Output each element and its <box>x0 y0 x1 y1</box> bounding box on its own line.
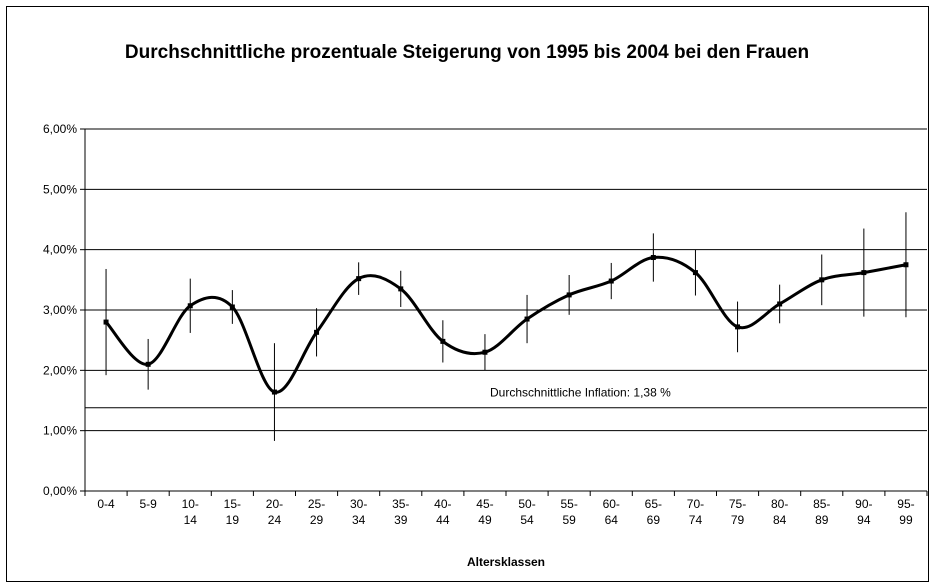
x-tick-label: 80-84 <box>771 497 788 527</box>
x-tick-label-line: 29 <box>310 513 324 527</box>
point-marker <box>145 361 151 367</box>
x-tick-label-line: 65- <box>645 497 662 511</box>
x-tick-label-line: 49 <box>478 513 492 527</box>
x-tick-label-line: 50- <box>518 497 535 511</box>
x-tick-label: 85-89 <box>813 497 830 527</box>
x-tick-label-line: 54 <box>520 513 534 527</box>
x-tick-label: 95-99 <box>897 497 914 527</box>
x-tick-label: 65-69 <box>645 497 662 527</box>
x-tick-label-line: 95- <box>897 497 914 511</box>
x-tick-label-line: 44 <box>436 513 450 527</box>
y-tick-label: 4,00% <box>43 243 77 257</box>
x-tick-label-line: 40- <box>434 497 451 511</box>
x-tick-label-line: 70- <box>687 497 704 511</box>
point-marker <box>187 303 193 309</box>
point-marker <box>777 301 783 307</box>
point-marker <box>735 324 741 330</box>
point-marker <box>271 389 277 395</box>
x-axis-label: Altersklassen <box>467 555 545 569</box>
x-tick-label: 45-49 <box>476 497 493 527</box>
x-tick-label: 35-39 <box>392 497 409 527</box>
x-tick-label: 40-44 <box>434 497 451 527</box>
point-marker <box>861 270 867 276</box>
x-tick-label: 20-24 <box>266 497 283 527</box>
y-tick-label: 0,00% <box>43 484 77 498</box>
y-tick-label: 6,00% <box>43 122 77 136</box>
x-tick-label-line: 94 <box>857 513 871 527</box>
x-tick-label: 70-74 <box>687 497 704 527</box>
x-tick-label: 15-19 <box>224 497 241 527</box>
point-marker <box>229 304 235 310</box>
x-tick-label-line: 80- <box>771 497 788 511</box>
point-marker <box>903 262 909 268</box>
x-tick-label-line: 69 <box>647 513 661 527</box>
x-tick-label-line: 39 <box>394 513 408 527</box>
x-tick-label: 55-59 <box>560 497 577 527</box>
reference-label: Durchschnittliche Inflation: 1,38 % <box>490 386 671 400</box>
x-tick-label: 25-29 <box>308 497 325 527</box>
x-tick-label: 10-14 <box>182 497 199 527</box>
x-tick-label-line: 84 <box>773 513 787 527</box>
x-tick-label-line: 20- <box>266 497 283 511</box>
point-marker <box>692 270 698 276</box>
y-tick-label: 1,00% <box>43 424 77 438</box>
x-tick-label-line: 19 <box>226 513 240 527</box>
chart-title: Durchschnittliche prozentuale Steigerung… <box>124 42 810 63</box>
y-tick-label: 2,00% <box>43 363 77 377</box>
x-tick-label-line: 79 <box>731 513 745 527</box>
x-tick-label-line: 24 <box>268 513 282 527</box>
x-tick-label: 60-64 <box>603 497 620 527</box>
x-tick-label-line: 45- <box>476 497 493 511</box>
point-marker <box>566 292 572 298</box>
x-tick-label-line: 60- <box>603 497 620 511</box>
x-tick-label-line: 64 <box>605 513 619 527</box>
x-tick-label-line: 75- <box>729 497 746 511</box>
y-tick-label: 5,00% <box>43 182 77 196</box>
point-marker <box>524 316 530 322</box>
x-tick-label-line: 10- <box>182 497 199 511</box>
point-marker <box>650 255 656 261</box>
x-tick-label: 0-4 <box>97 497 115 511</box>
point-marker <box>608 278 614 284</box>
x-tick-label-line: 34 <box>352 513 366 527</box>
y-tick-label: 3,00% <box>43 303 77 317</box>
x-tick-label-line: 30- <box>350 497 367 511</box>
point-marker <box>356 276 362 282</box>
x-tick-label-line: 74 <box>689 513 703 527</box>
x-tick-label: 30-34 <box>350 497 367 527</box>
point-marker <box>482 349 488 355</box>
point-marker <box>819 277 825 283</box>
point-marker <box>314 329 320 335</box>
point-marker <box>398 286 404 292</box>
x-tick-label-line: 14 <box>184 513 198 527</box>
chart-border <box>6 6 929 582</box>
x-tick-label-line: 59 <box>562 513 576 527</box>
x-tick-label-line: 90- <box>855 497 872 511</box>
x-tick-label-line: 35- <box>392 497 409 511</box>
x-tick-label-line: 85- <box>813 497 830 511</box>
x-tick-label-line: 99 <box>899 513 913 527</box>
x-tick-label: 75-79 <box>729 497 746 527</box>
point-marker <box>440 338 446 344</box>
x-tick-label-line: 55- <box>560 497 577 511</box>
x-tick-label-line: 15- <box>224 497 241 511</box>
point-marker <box>103 319 109 325</box>
x-tick-label: 5-9 <box>139 497 157 511</box>
x-tick-label: 90-94 <box>855 497 872 527</box>
x-tick-label: 50-54 <box>518 497 535 527</box>
x-tick-label-line: 25- <box>308 497 325 511</box>
x-tick-label-line: 89 <box>815 513 829 527</box>
